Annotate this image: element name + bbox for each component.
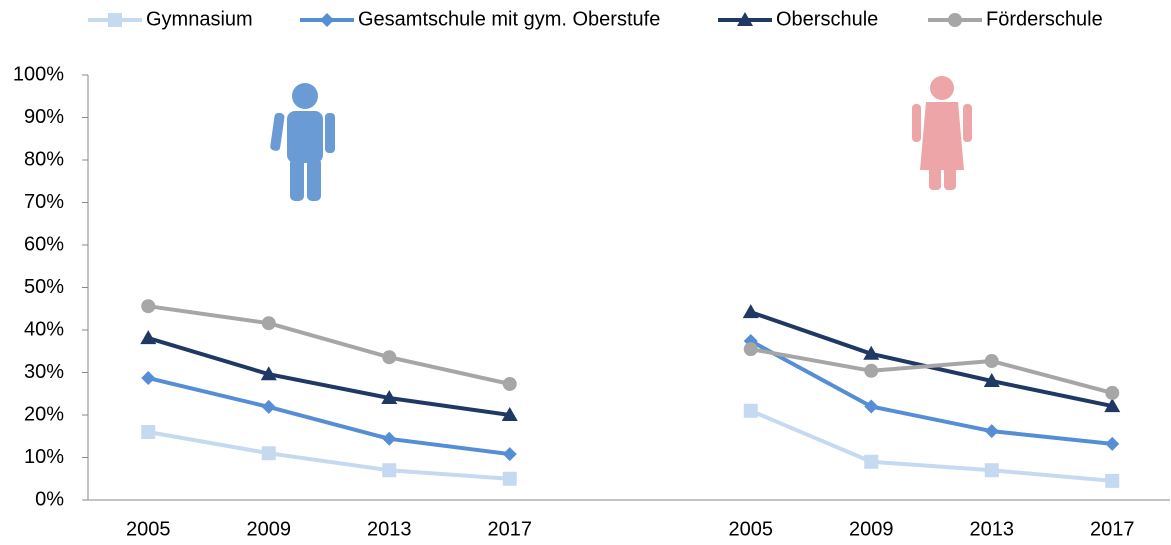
data-point [863,345,880,360]
x-tick-label: 2017 [488,518,533,540]
legend-marker [320,13,334,27]
data-point [742,304,759,319]
data-point [983,373,1000,387]
data-point [864,399,879,414]
x-tick-label: 2009 [247,518,292,540]
y-tick-label: 60% [24,233,64,255]
x-tick-label: 2005 [729,518,774,540]
series-line [147,339,1113,457]
data-point [381,390,398,404]
series-line [147,304,1113,395]
y-tick-label: 50% [24,276,64,298]
x-tick-label: 2017 [1090,518,1135,540]
data-point [261,399,276,414]
data-point [502,447,517,462]
data-point [261,446,276,461]
y-tick-label: 10% [24,446,64,468]
x-tick-label: 2009 [849,518,894,540]
y-tick-label: 0% [35,488,64,510]
x-tick-label: 2013 [367,518,412,540]
data-point [261,316,276,331]
data-point [382,350,397,365]
data-point [984,463,999,478]
data-point [502,376,517,391]
data-point [1105,385,1120,400]
data-point [984,354,999,369]
data-point [260,366,277,381]
y-tick-label: 90% [24,106,64,128]
data-point [382,463,397,478]
x-tick-label: 2013 [970,518,1015,540]
y-tick-label: 30% [24,361,64,383]
data-point [864,363,879,378]
y-tick-label: 100% [13,63,64,85]
data-point [1105,436,1120,451]
male-icon [270,83,335,201]
y-tick-label: 70% [24,191,64,213]
data-point [864,454,879,469]
legend-label: Oberschule [776,8,878,30]
data-point [501,407,518,421]
data-point [1104,398,1121,413]
legend-marker [108,13,122,27]
data-point [1105,473,1120,488]
data-point [502,471,517,486]
legend-marker [948,13,962,27]
female-icon [912,76,972,190]
x-tick-label: 2005 [126,518,171,540]
data-point [743,342,758,357]
series-line [147,408,1113,483]
data-point [382,431,397,446]
legend-marker [737,12,753,26]
y-tick-label: 40% [24,318,64,340]
data-point [141,425,156,439]
legend-label: Förderschule [986,8,1103,30]
y-tick-label: 80% [24,148,64,170]
y-tick-label: 20% [24,403,64,425]
data-point [141,299,156,314]
data-point [140,330,157,345]
data-point [141,371,156,386]
data-point [743,403,758,418]
data-point [984,424,999,439]
legend-label: Gymnasium [146,8,253,30]
legend-label: Gesamtschule mit gym. Oberstufe [358,8,660,30]
